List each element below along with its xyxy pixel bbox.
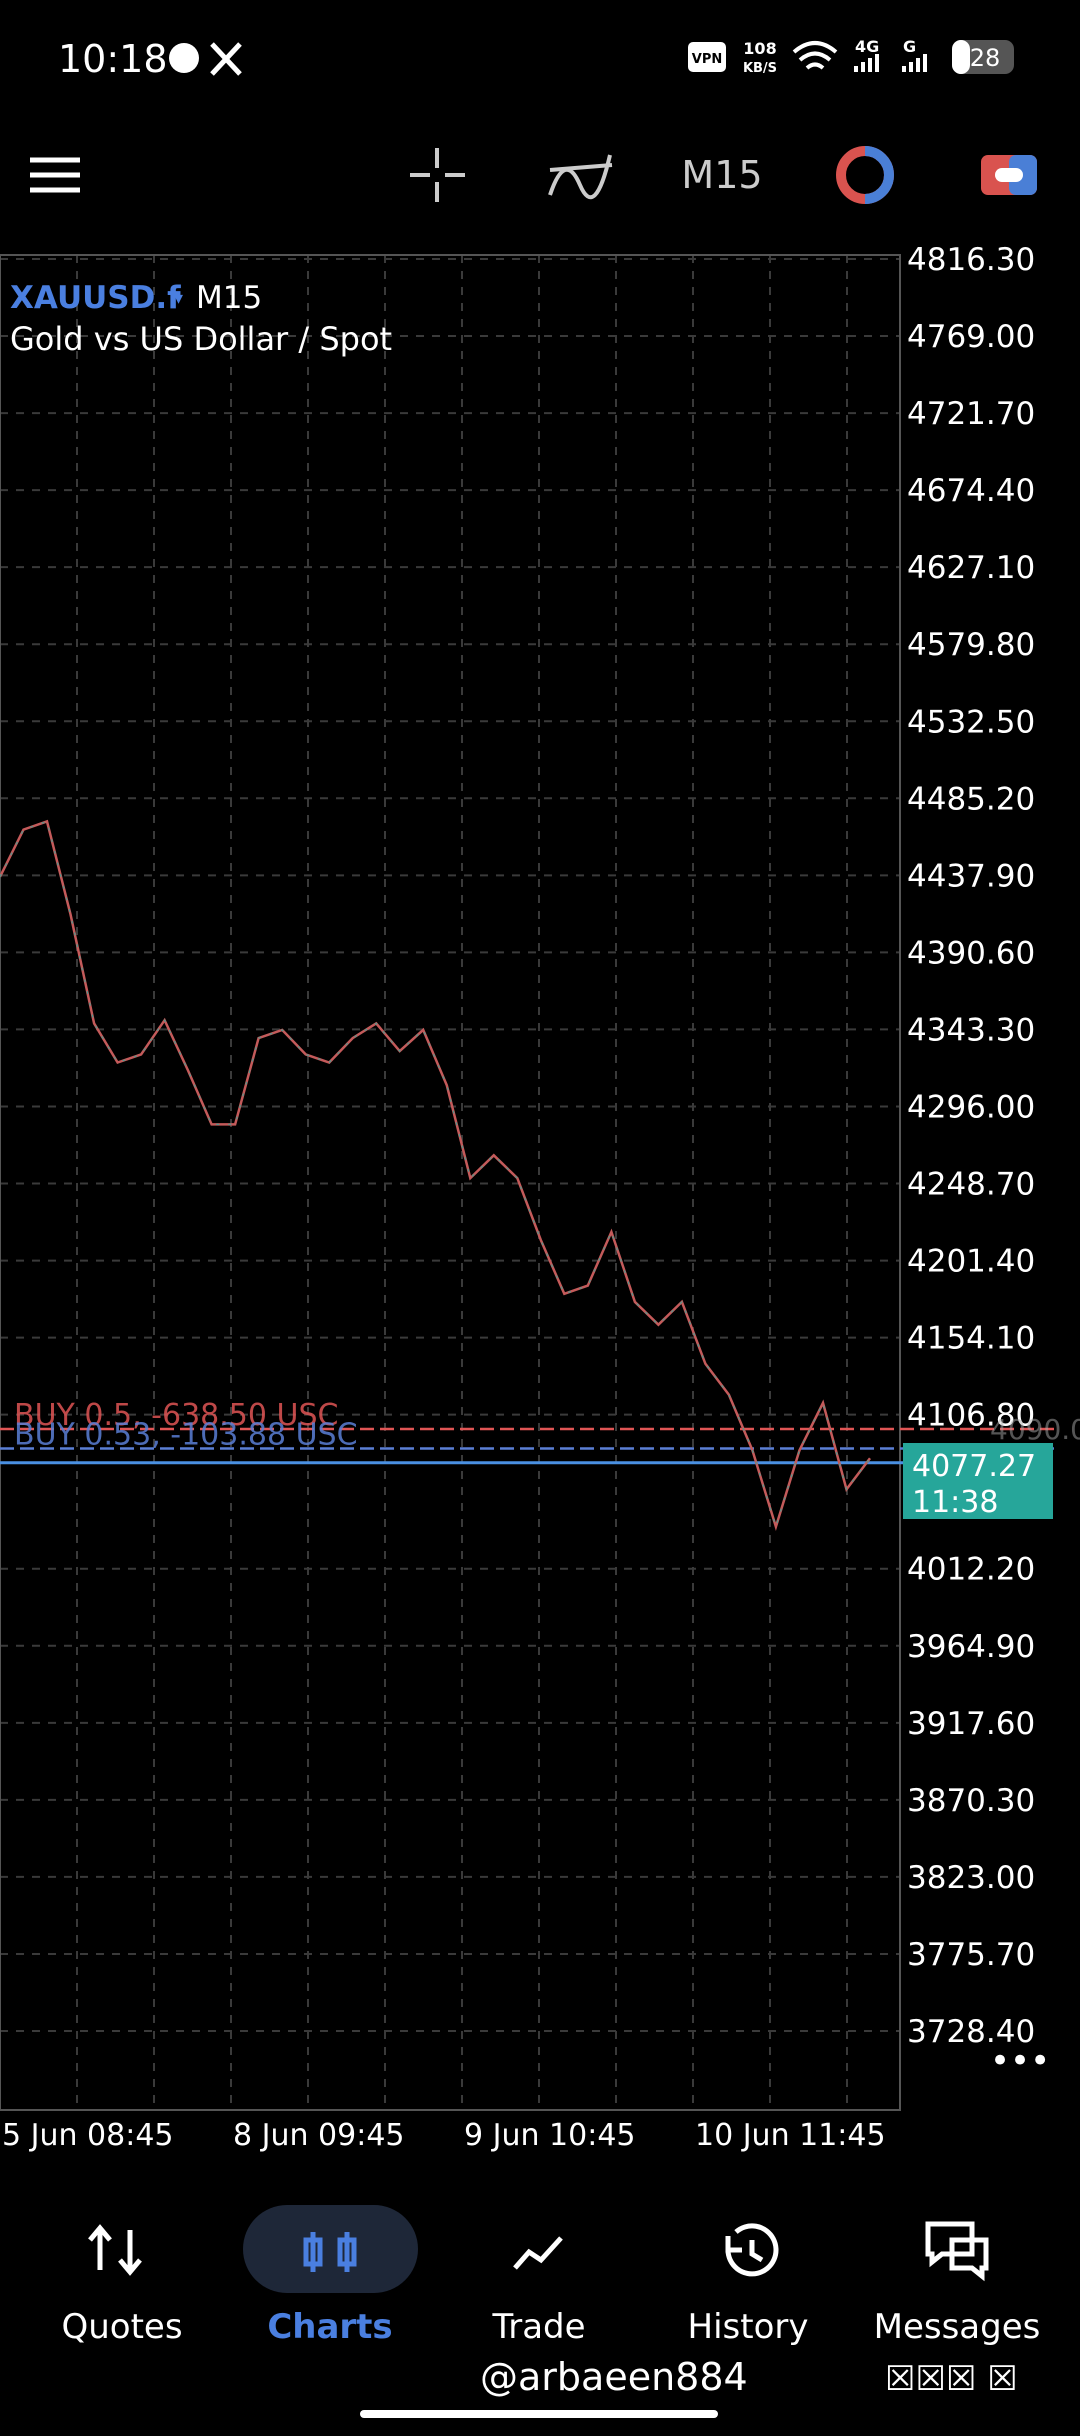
account-button-inner bbox=[995, 168, 1023, 182]
symbol-timeframe: M15 bbox=[196, 280, 262, 316]
price-label: 4627.10 bbox=[907, 550, 1035, 586]
symbol[interactable]: XAUUSD.f bbox=[10, 280, 181, 316]
symbol-dropdown[interactable]: ▾ bbox=[174, 288, 183, 309]
nav-label[interactable]: History bbox=[688, 2307, 809, 2347]
clock: 10:18 bbox=[58, 37, 168, 81]
price-label: 3775.70 bbox=[907, 1937, 1035, 1973]
time-label: 9 Jun 10:45 bbox=[464, 2118, 636, 2153]
signal-1 bbox=[854, 54, 879, 72]
price-label: 3917.60 bbox=[907, 1706, 1035, 1742]
nav-icon[interactable] bbox=[925, 2221, 989, 2282]
home-indicator bbox=[360, 2410, 718, 2418]
price-axis: 4816.30 4769.00 4721.70 4674.40 4627.10 4579.… bbox=[907, 242, 1035, 2050]
speed-unit: KB/S bbox=[743, 61, 777, 76]
symbol-description: Gold vs US Dollar / Spot bbox=[10, 320, 392, 358]
x-icon bbox=[210, 42, 242, 76]
price-label: 4532.50 bbox=[907, 704, 1035, 740]
nav-label[interactable]: Trade bbox=[491, 2307, 585, 2347]
time-label: 10 Jun 11:45 bbox=[695, 2118, 886, 2153]
price-series bbox=[0, 819, 871, 1531]
bottom-nav: Quotes Charts Trade History Messages bbox=[61, 2221, 1041, 2347]
price-label: 4390.60 bbox=[907, 935, 1035, 971]
nav-label[interactable]: Messages bbox=[874, 2307, 1041, 2347]
chart-frame bbox=[0, 254, 901, 2111]
price-label: 4816.30 bbox=[907, 242, 1035, 278]
watermark: @arbaeen884 bbox=[480, 2355, 748, 2399]
watermark-tail: ☒☒☒ ☒ bbox=[885, 2359, 1018, 2399]
time-axis: 5 Jun 08:45 8 Jun 09:45 9 Jun 10:45 10 Jun … bbox=[2, 2118, 886, 2153]
menu-button[interactable] bbox=[30, 157, 80, 193]
active-tab-pill bbox=[243, 2205, 418, 2293]
nav-icon[interactable] bbox=[303, 2232, 357, 2272]
indicators-button[interactable] bbox=[548, 154, 613, 199]
price-label: 4154.10 bbox=[907, 1321, 1035, 1357]
vpn-badge bbox=[688, 42, 726, 72]
battery-level bbox=[952, 40, 970, 74]
price-line-overlay bbox=[0, 820, 871, 1529]
nav-icon[interactable] bbox=[513, 2236, 563, 2270]
price-label: 4343.30 bbox=[907, 1012, 1035, 1048]
network-1: 4G bbox=[855, 37, 879, 56]
current-price-box bbox=[903, 1443, 1053, 1519]
price-label: 4248.70 bbox=[907, 1167, 1035, 1203]
nav-label[interactable]: Charts bbox=[267, 2307, 392, 2347]
chat-icon bbox=[169, 43, 199, 73]
network-2: G bbox=[903, 37, 916, 56]
price-label: 4485.20 bbox=[907, 781, 1035, 817]
signal-2 bbox=[902, 54, 927, 72]
time-label: 8 Jun 09:45 bbox=[233, 2118, 405, 2153]
countdown: 11:38 bbox=[912, 1485, 998, 1520]
price-label: 4769.00 bbox=[907, 319, 1035, 355]
more-button[interactable]: ••• bbox=[990, 2041, 1050, 2081]
price-label: 4674.40 bbox=[907, 473, 1035, 509]
speed: 108 bbox=[743, 39, 776, 58]
crosshair-button[interactable] bbox=[410, 148, 465, 202]
battery-text: 28 bbox=[970, 44, 1001, 72]
price-label: 4721.70 bbox=[907, 396, 1035, 432]
current-price: 4077.27 bbox=[912, 1449, 1036, 1484]
price-label: 4201.40 bbox=[907, 1244, 1035, 1280]
price-label: 4579.80 bbox=[907, 627, 1035, 663]
vpn-text: VPN bbox=[692, 52, 722, 67]
order-tag: 4090.00 bbox=[990, 1413, 1080, 1446]
nav-icon[interactable] bbox=[88, 2224, 142, 2276]
order-label: BUY 0.53, -103.88 USC bbox=[14, 1418, 358, 1453]
price-label: 4296.00 bbox=[907, 1089, 1035, 1125]
grid bbox=[0, 255, 900, 2110]
time-label: 5 Jun 08:45 bbox=[2, 2118, 174, 2153]
order-label: BUY 0.5, -638.50 USC bbox=[14, 1398, 338, 1433]
price-label: 4437.90 bbox=[907, 858, 1035, 894]
price-label: 3823.00 bbox=[907, 1860, 1035, 1896]
nav-icon[interactable] bbox=[725, 2223, 779, 2277]
price-label: 3870.30 bbox=[907, 1783, 1035, 1819]
price-label: 4012.20 bbox=[907, 1552, 1035, 1588]
timeframe-button[interactable]: M15 bbox=[681, 153, 762, 197]
price-label: 3728.40 bbox=[907, 2014, 1035, 2050]
price-label: 3964.90 bbox=[907, 1629, 1035, 1665]
price-label: 4106.80 bbox=[907, 1398, 1035, 1434]
nav-label[interactable]: Quotes bbox=[61, 2307, 182, 2347]
wifi-icon bbox=[792, 41, 838, 70]
trade-button-half bbox=[864, 146, 894, 204]
